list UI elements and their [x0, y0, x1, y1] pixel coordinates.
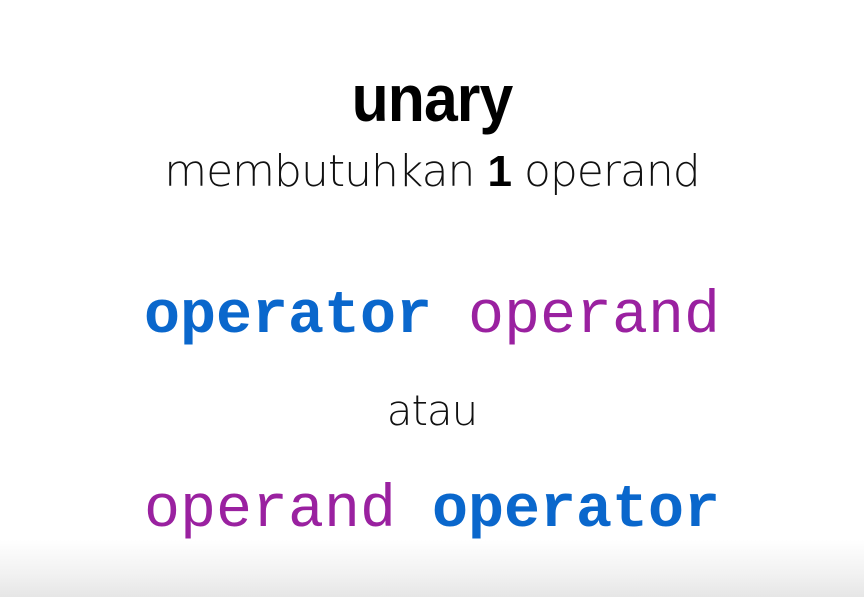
slide-title: unary	[351, 61, 514, 135]
keyword-operand: operand	[143, 477, 396, 545]
keyword-operator: operator	[432, 477, 721, 545]
syntax-prefix-line: operator operand	[0, 282, 864, 352]
subtitle-text-before: membutuhkan	[164, 146, 475, 197]
keyword-operand: operand	[468, 283, 721, 351]
separator-text: atau	[386, 386, 479, 435]
subtitle-number: 1	[487, 147, 512, 196]
syntax-postfix-line: operand operator	[0, 476, 864, 546]
subtitle-text-after: operand	[523, 146, 701, 197]
slide-subtitle: membutuhkan 1 operand	[0, 144, 864, 200]
keyword-operator: operator	[143, 283, 432, 351]
